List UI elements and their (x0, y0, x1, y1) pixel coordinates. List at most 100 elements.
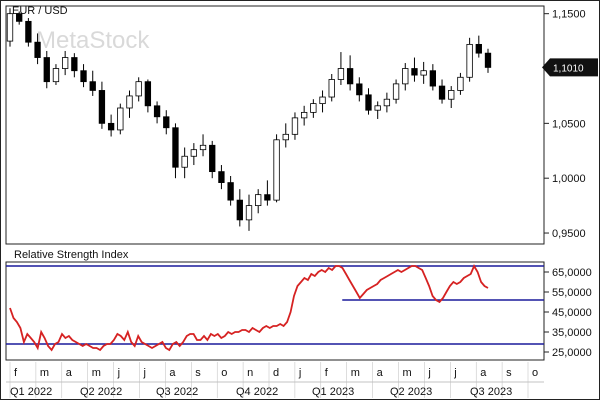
candle-body-down (475, 43, 482, 54)
price-y-tick-label: 1,0500 (552, 118, 586, 130)
candle-body-up (6, 13, 14, 42)
candle-body-down (172, 127, 179, 168)
candle-body-up (61, 57, 69, 69)
candle-body-down (163, 116, 170, 129)
candle-body-up (392, 83, 400, 100)
candle-body-up (420, 70, 427, 76)
last-price-tag-shape (542, 58, 598, 77)
month-label: m (351, 367, 360, 379)
candle (126, 90, 133, 118)
month-label: s (195, 367, 201, 379)
candle (190, 143, 198, 166)
candle (43, 50, 50, 89)
candle (172, 123, 179, 179)
candle-body-down (34, 41, 41, 58)
candle (61, 50, 69, 76)
candle-body-up (126, 95, 133, 109)
candle-body-up (255, 194, 262, 207)
candle (374, 101, 381, 119)
quarter-label: Q2 2023 (390, 386, 432, 398)
quarter-labels: Q1 2022 Q2 2022 Q3 2022 Q4 2022 Q1 2023 Q2 20… (10, 386, 512, 398)
price-chart-title: EUR / USD (12, 5, 68, 17)
candle (236, 189, 243, 227)
candle (475, 35, 482, 58)
candle-body-down (218, 171, 225, 183)
rsi-level-lines (6, 265, 544, 345)
candle-body-down (438, 85, 446, 100)
candle-body-up (328, 79, 335, 98)
candle (420, 61, 427, 84)
quarter-label: Q1 2022 (10, 386, 52, 398)
candle-body-down (209, 144, 216, 173)
candle-body-down (484, 52, 492, 68)
candle-body-down (71, 57, 78, 72)
month-label: j (298, 367, 301, 379)
rsi-y-axis: 65,0000 55,0000 45,0000 35,0000 25,0000 (544, 267, 592, 359)
candle (429, 64, 437, 91)
month-label: s (506, 367, 512, 379)
candle-body-up (52, 68, 60, 83)
candle-body-down (365, 94, 372, 111)
rsi-y-tick-label: 35,0000 (552, 327, 592, 339)
candle (34, 33, 41, 65)
month-label: o (532, 367, 538, 379)
candle (163, 110, 170, 135)
candle-body-down (25, 20, 32, 43)
candle-body-down (236, 199, 243, 221)
month-label: m (403, 367, 412, 379)
candle (402, 63, 409, 91)
candle-body-up (199, 144, 207, 151)
month-label: f (325, 367, 329, 379)
month-label: j (117, 367, 120, 379)
quarter-label: Q1 2023 (312, 386, 354, 398)
candle (457, 72, 464, 95)
candle-body-down (144, 81, 152, 107)
candle (273, 134, 280, 203)
candle-body-down (346, 68, 354, 85)
candle (25, 18, 32, 47)
candle-body-up (374, 105, 381, 111)
candle-body-up (245, 205, 253, 221)
candle (328, 74, 335, 102)
price-y-tick-label: 0,9500 (552, 228, 586, 240)
price-y-tick-label: 1,0000 (552, 173, 586, 185)
month-label: f (14, 367, 18, 379)
candle (282, 123, 289, 148)
month-label: m (92, 367, 101, 379)
candle-body-down (43, 57, 50, 83)
rsi-y-tick-label: 25,0000 (552, 347, 592, 359)
rsi-y-tick-label: 45,0000 (552, 307, 592, 319)
candle-body-up (466, 43, 473, 78)
candle-body-down (227, 182, 234, 201)
candlestick-series (6, 8, 492, 231)
watermark-text: MetaStock (36, 27, 150, 54)
candle (209, 140, 216, 179)
candle (438, 79, 446, 104)
month-label: a (66, 367, 73, 379)
candle-body-up (457, 76, 464, 91)
last-price-tag: 1,1010 (542, 58, 598, 77)
candle-body-up (383, 98, 391, 107)
rsi-line (9, 263, 489, 352)
price-y-tick-label: 1,1500 (552, 9, 586, 21)
candle (319, 90, 326, 113)
candle (484, 48, 492, 73)
price-plot-area (5, 5, 545, 245)
candle (255, 189, 262, 214)
candle-body-up (190, 149, 198, 157)
candle-body-up (273, 139, 280, 201)
candle (227, 176, 234, 206)
candle-body-up (310, 103, 317, 113)
month-label: j (143, 367, 146, 379)
candle (153, 101, 161, 124)
price-y-axis: 1,1500 1,0500 1,0000 0,9500 (544, 9, 586, 240)
quarter-label: Q2 2022 (80, 386, 122, 398)
month-label: a (480, 367, 487, 379)
candle (71, 53, 78, 78)
candle-body-up (291, 117, 299, 135)
candle (346, 55, 354, 91)
candle (199, 134, 207, 157)
